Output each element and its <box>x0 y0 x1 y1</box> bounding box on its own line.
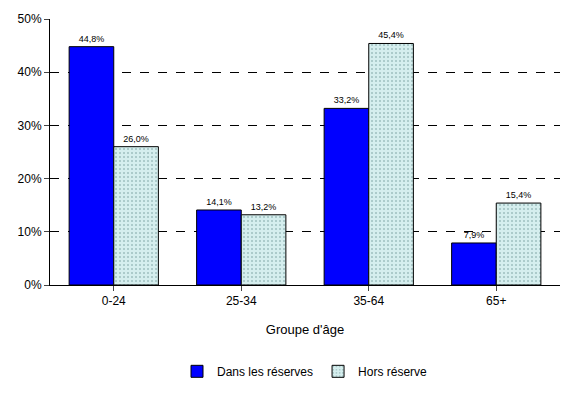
svg-text:50%: 50% <box>18 12 42 26</box>
svg-text:30%: 30% <box>18 119 42 133</box>
svg-text:Hors réserve: Hors réserve <box>358 365 427 379</box>
svg-text:25-34: 25-34 <box>226 294 257 308</box>
svg-text:7,9%: 7,9% <box>464 230 485 240</box>
svg-text:15,4%: 15,4% <box>506 190 532 200</box>
svg-text:0%: 0% <box>24 278 42 292</box>
svg-text:35-64: 35-64 <box>353 294 384 308</box>
svg-text:40%: 40% <box>18 65 42 79</box>
svg-text:44,8%: 44,8% <box>79 34 105 44</box>
svg-text:13,2%: 13,2% <box>251 202 277 212</box>
svg-text:Groupe d'âge: Groupe d'âge <box>266 322 344 337</box>
svg-text:33,2%: 33,2% <box>334 95 360 105</box>
svg-text:45,4%: 45,4% <box>378 30 404 40</box>
svg-text:10%: 10% <box>18 225 42 239</box>
svg-text:Dans les réserves: Dans les réserves <box>217 365 313 379</box>
svg-text:20%: 20% <box>18 172 42 186</box>
svg-text:0-24: 0-24 <box>102 294 126 308</box>
svg-text:26,0%: 26,0% <box>123 134 149 144</box>
svg-text:65+: 65+ <box>486 294 506 308</box>
svg-text:14,1%: 14,1% <box>206 197 232 207</box>
